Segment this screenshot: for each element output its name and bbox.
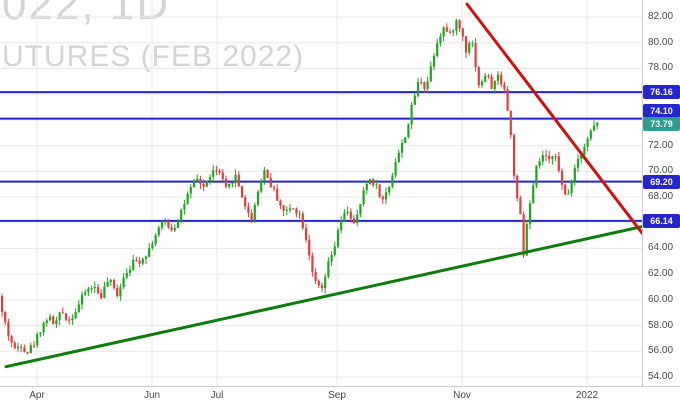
last-price-label: 73.79: [643, 117, 680, 131]
level-price-label: 76.16: [643, 85, 680, 99]
time-tick-label: Jul: [210, 390, 224, 401]
level-price-label: 74.10: [643, 104, 680, 118]
price-tick-label: 60.00: [648, 293, 674, 305]
time-tick-label: Jun: [143, 390, 161, 401]
price-tick-label: 58.00: [648, 319, 674, 331]
price-tick-label: 80.00: [648, 36, 674, 48]
price-tick-label: 78.00: [648, 62, 674, 74]
watermark-instrument-text: UTURES (FEB 2022): [2, 40, 305, 73]
level-price-label: 69.20: [643, 175, 680, 189]
price-tick-label: 56.00: [648, 345, 674, 357]
chart-canvas[interactable]: [0, 0, 642, 386]
watermark-symbol-text: 022, 1D: [2, 0, 171, 29]
time-tick-label: 2022: [575, 390, 599, 401]
time-axis[interactable]: Apr Jun Jul Sep Nov 2022: [0, 386, 680, 404]
time-tick-label: Apr: [29, 390, 45, 401]
price-tick-label: 72.00: [648, 139, 674, 151]
price-tick-label: 54.00: [648, 371, 674, 382]
price-tick-label: 64.00: [648, 242, 674, 254]
price-tick-label: 70.00: [648, 165, 674, 177]
price-tick-label: 68.00: [648, 191, 674, 202]
level-price-label: 66.14: [643, 214, 680, 228]
price-tick-label: 62.00: [648, 268, 674, 280]
price-tick-label: 82.00: [648, 11, 674, 22]
time-tick-label: Nov: [453, 390, 471, 401]
time-tick-label: Sep: [328, 390, 346, 401]
price-axis[interactable]: 82.0080.0078.0076.0074.0072.0070.0068.00…: [642, 0, 680, 386]
